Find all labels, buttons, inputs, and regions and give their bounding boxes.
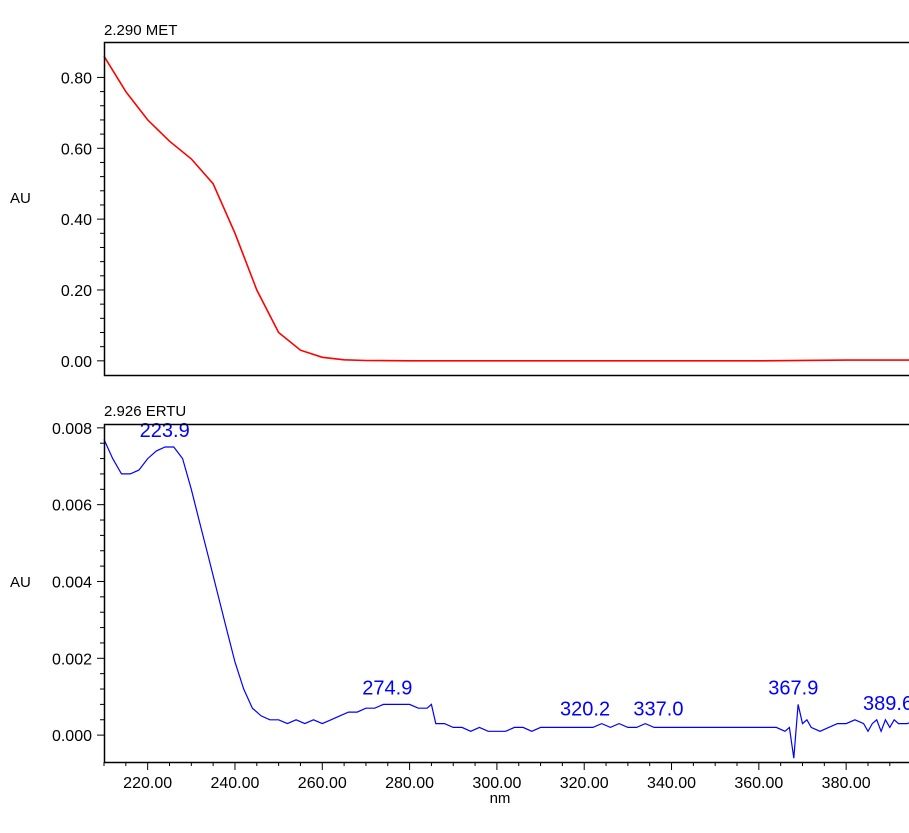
x-tick-label: 220.00 [123,775,172,792]
panel-title: 2.926 ERTU [104,403,186,420]
ertu-spectrum-panel: 2.926 ERTU AU 0.0000.0020.0040.0060.008 … [10,403,909,807]
x-ticks: 220.00 240.00 260.00 280.00 300.00 320.00 340.… [103,762,891,792]
peak-label: 389.6 [863,693,909,715]
x-tick-label: 320.00 [560,775,609,792]
x-tick-label: 280.00 [385,775,434,792]
y-tick-label: 0.40 [61,212,92,229]
x-tick-label: 260.00 [298,775,347,792]
y-tick-label: 0.20 [61,283,92,300]
peak-label: 337.0 [633,699,683,721]
panel-title: 2.290 MET [104,22,177,39]
y-tick-label: 0.80 [61,70,92,87]
y-ticks: 0.00 0.20 0.40 0.60 0.80 [61,70,104,371]
y-tick-label: 0.000 [52,728,92,745]
met-spectrum-panel: 2.290 MET AU 0.00 0.20 0.40 0.60 0.80 [10,22,909,377]
series-line [103,55,909,362]
peak-label: 223.9 [140,420,190,442]
y-tick-label: 0.00 [61,354,92,371]
x-axis-label: nm [490,790,511,807]
peak-label: 367.9 [768,677,818,699]
x-tick-label: 340.00 [647,775,696,792]
plot-frame [103,423,909,764]
y-tick-label: 0.004 [52,574,92,591]
plot-frame [103,41,909,377]
peak-labels: 223.9 274.9 320.2 337.0 367.9 389.6 [140,420,909,720]
y-tick-label: 0.60 [61,141,92,158]
x-tick-label: 300.00 [472,775,521,792]
peak-label: 320.2 [560,699,610,721]
x-tick-label: 360.00 [734,775,783,792]
x-tick-label: 380.00 [822,775,871,792]
series-line [103,439,909,759]
y-tick-label: 0.002 [52,651,92,668]
y-tick-label: 0.008 [52,421,92,438]
y-ticks: 0.000 0.002 0.004 0.006 0.008 [52,421,104,745]
y-tick-label: 0.006 [52,498,92,515]
peak-label: 274.9 [362,677,412,699]
y-axis-label: AU [10,574,31,591]
x-tick-label: 240.00 [210,775,259,792]
y-axis-label: AU [10,190,31,207]
